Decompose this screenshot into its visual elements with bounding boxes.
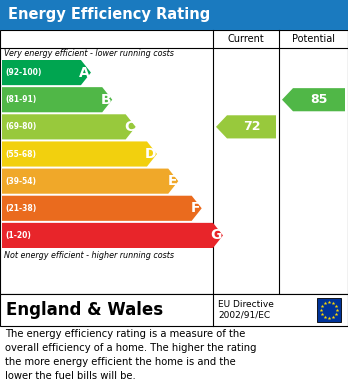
Text: England & Wales: England & Wales (6, 301, 163, 319)
Text: E: E (168, 174, 177, 188)
Text: (55-68): (55-68) (5, 149, 36, 158)
Text: F: F (191, 201, 201, 215)
Text: (21-38): (21-38) (5, 204, 36, 213)
Text: (1-20): (1-20) (5, 231, 31, 240)
Text: C: C (125, 120, 135, 134)
Polygon shape (2, 196, 202, 221)
Text: Very energy efficient - lower running costs: Very energy efficient - lower running co… (4, 50, 174, 59)
Text: Energy Efficiency Rating: Energy Efficiency Rating (8, 7, 210, 23)
Polygon shape (2, 60, 91, 85)
Polygon shape (2, 169, 178, 194)
Text: EU Directive
2002/91/EC: EU Directive 2002/91/EC (218, 300, 274, 320)
Text: The energy efficiency rating is a measure of the
overall efficiency of a home. T: The energy efficiency rating is a measur… (5, 329, 256, 381)
Text: A: A (79, 66, 90, 80)
Text: Potential: Potential (292, 34, 335, 44)
Text: 72: 72 (243, 120, 260, 133)
Polygon shape (2, 114, 136, 140)
Text: D: D (144, 147, 156, 161)
Polygon shape (2, 223, 223, 248)
Text: (81-91): (81-91) (5, 95, 36, 104)
Polygon shape (2, 87, 112, 112)
Text: B: B (101, 93, 111, 107)
Polygon shape (2, 142, 157, 167)
Polygon shape (282, 88, 345, 111)
Bar (0, 0, 348, 30)
Bar (0, 30, 348, 294)
Text: (69-80): (69-80) (5, 122, 36, 131)
Bar (0, 294, 348, 326)
Text: (92-100): (92-100) (5, 68, 41, 77)
Text: G: G (211, 228, 222, 242)
Text: Current: Current (228, 34, 264, 44)
Polygon shape (216, 115, 276, 138)
Text: 85: 85 (310, 93, 328, 106)
Text: Not energy efficient - higher running costs: Not energy efficient - higher running co… (4, 251, 174, 260)
Text: (39-54): (39-54) (5, 177, 36, 186)
Bar (317, 298, 341, 322)
